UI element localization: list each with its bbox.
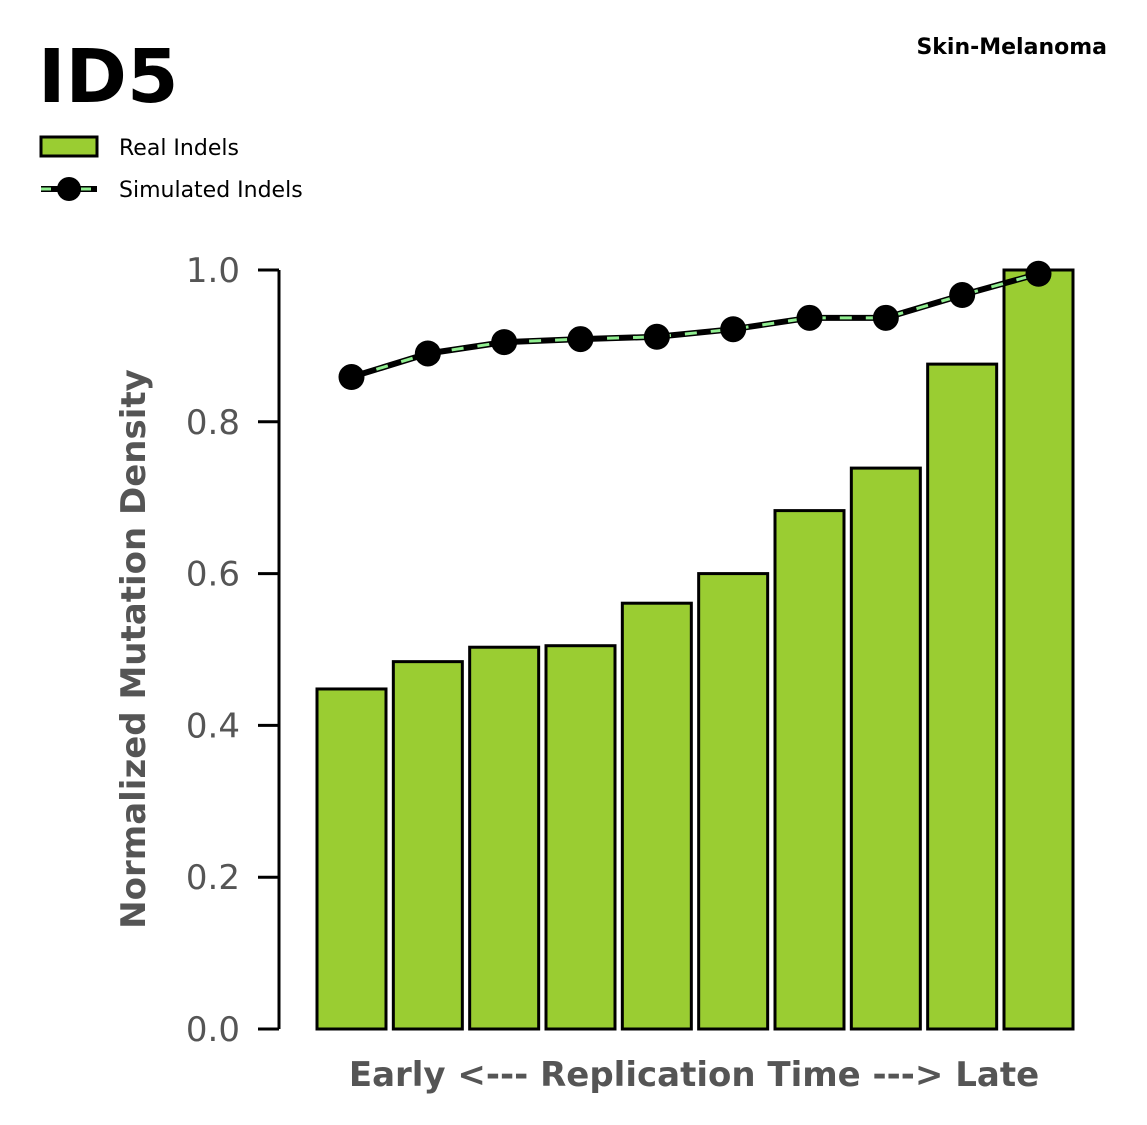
simulated-line-dash bbox=[351, 272, 1039, 379]
y-axis-label: Normalized Mutation Density bbox=[114, 369, 154, 929]
simulated-line bbox=[338, 260, 1052, 391]
bars bbox=[315, 268, 1075, 1031]
legend: Real Indels Simulated Indels bbox=[39, 135, 303, 203]
legend-label-simulated: Simulated Indels bbox=[119, 178, 303, 203]
bar bbox=[391, 660, 464, 1031]
y-ticks: 0.0 0.2 0.4 0.6 0.8 1.0 bbox=[186, 251, 279, 1050]
simulated-point bbox=[949, 282, 976, 309]
simulated-point bbox=[338, 364, 365, 391]
simulated-point bbox=[567, 326, 594, 353]
bar bbox=[468, 645, 541, 1031]
y-tick-label: 0.2 bbox=[186, 858, 240, 898]
chart-title: ID5 bbox=[38, 34, 178, 120]
legend-bar-swatch bbox=[39, 135, 99, 158]
simulated-point bbox=[643, 323, 670, 350]
bar bbox=[849, 466, 922, 1031]
bar bbox=[544, 644, 617, 1031]
bar bbox=[1002, 268, 1075, 1031]
bar bbox=[773, 509, 846, 1031]
y-tick-label: 0.4 bbox=[186, 706, 240, 746]
simulated-point bbox=[1025, 260, 1052, 287]
x-axis-label: Early <--- Replication Time ---> Late bbox=[349, 1055, 1039, 1095]
bar bbox=[697, 572, 770, 1031]
simulated-point bbox=[720, 316, 747, 343]
bar bbox=[926, 362, 999, 1031]
simulated-point bbox=[491, 329, 518, 356]
bar bbox=[315, 687, 388, 1031]
simulated-point bbox=[414, 340, 441, 367]
plot-area: 0.0 0.2 0.4 0.6 0.8 1.0 bbox=[186, 251, 1075, 1050]
y-tick-label: 1.0 bbox=[186, 251, 240, 291]
y-tick-label: 0.6 bbox=[186, 555, 240, 595]
simulated-line-path bbox=[350, 270, 1040, 380]
y-tick-label: 0.8 bbox=[186, 403, 240, 443]
chart-subtitle: Skin-Melanoma bbox=[916, 35, 1107, 60]
simulated-point bbox=[796, 304, 823, 331]
simulated-point bbox=[872, 304, 899, 331]
y-tick-label: 0.0 bbox=[186, 1010, 240, 1050]
legend-marker-swatch bbox=[57, 177, 81, 201]
legend-label-real: Real Indels bbox=[119, 136, 239, 161]
bar bbox=[620, 601, 693, 1031]
